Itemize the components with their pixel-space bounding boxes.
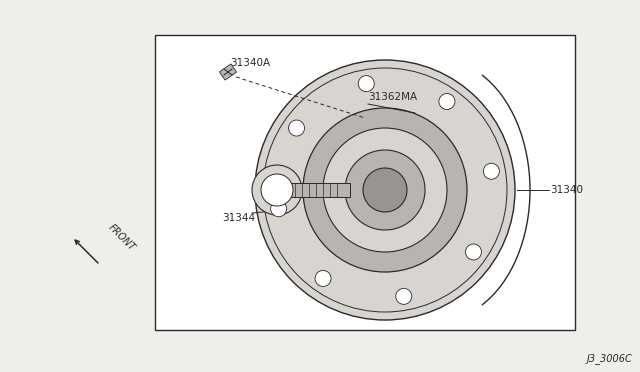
Text: 31340: 31340 (550, 185, 583, 195)
Text: J3_3006C: J3_3006C (586, 353, 632, 364)
Bar (220, 64, 237, 80)
Text: 31344: 31344 (222, 213, 255, 223)
Circle shape (358, 76, 374, 92)
Circle shape (396, 288, 412, 304)
Circle shape (315, 270, 331, 286)
Circle shape (345, 150, 425, 230)
Circle shape (439, 93, 455, 109)
Text: 31362MA: 31362MA (368, 92, 417, 102)
Circle shape (303, 108, 467, 272)
Bar (290, 183, 350, 197)
Circle shape (252, 165, 302, 215)
Circle shape (323, 128, 447, 252)
Bar (155, 35, 575, 330)
Circle shape (465, 244, 481, 260)
Circle shape (271, 201, 287, 217)
Circle shape (363, 168, 407, 212)
Circle shape (261, 174, 293, 206)
Text: FRONT: FRONT (106, 222, 136, 253)
Circle shape (289, 120, 305, 136)
Circle shape (255, 60, 515, 320)
Text: 31340A: 31340A (230, 58, 270, 68)
Circle shape (483, 163, 499, 179)
